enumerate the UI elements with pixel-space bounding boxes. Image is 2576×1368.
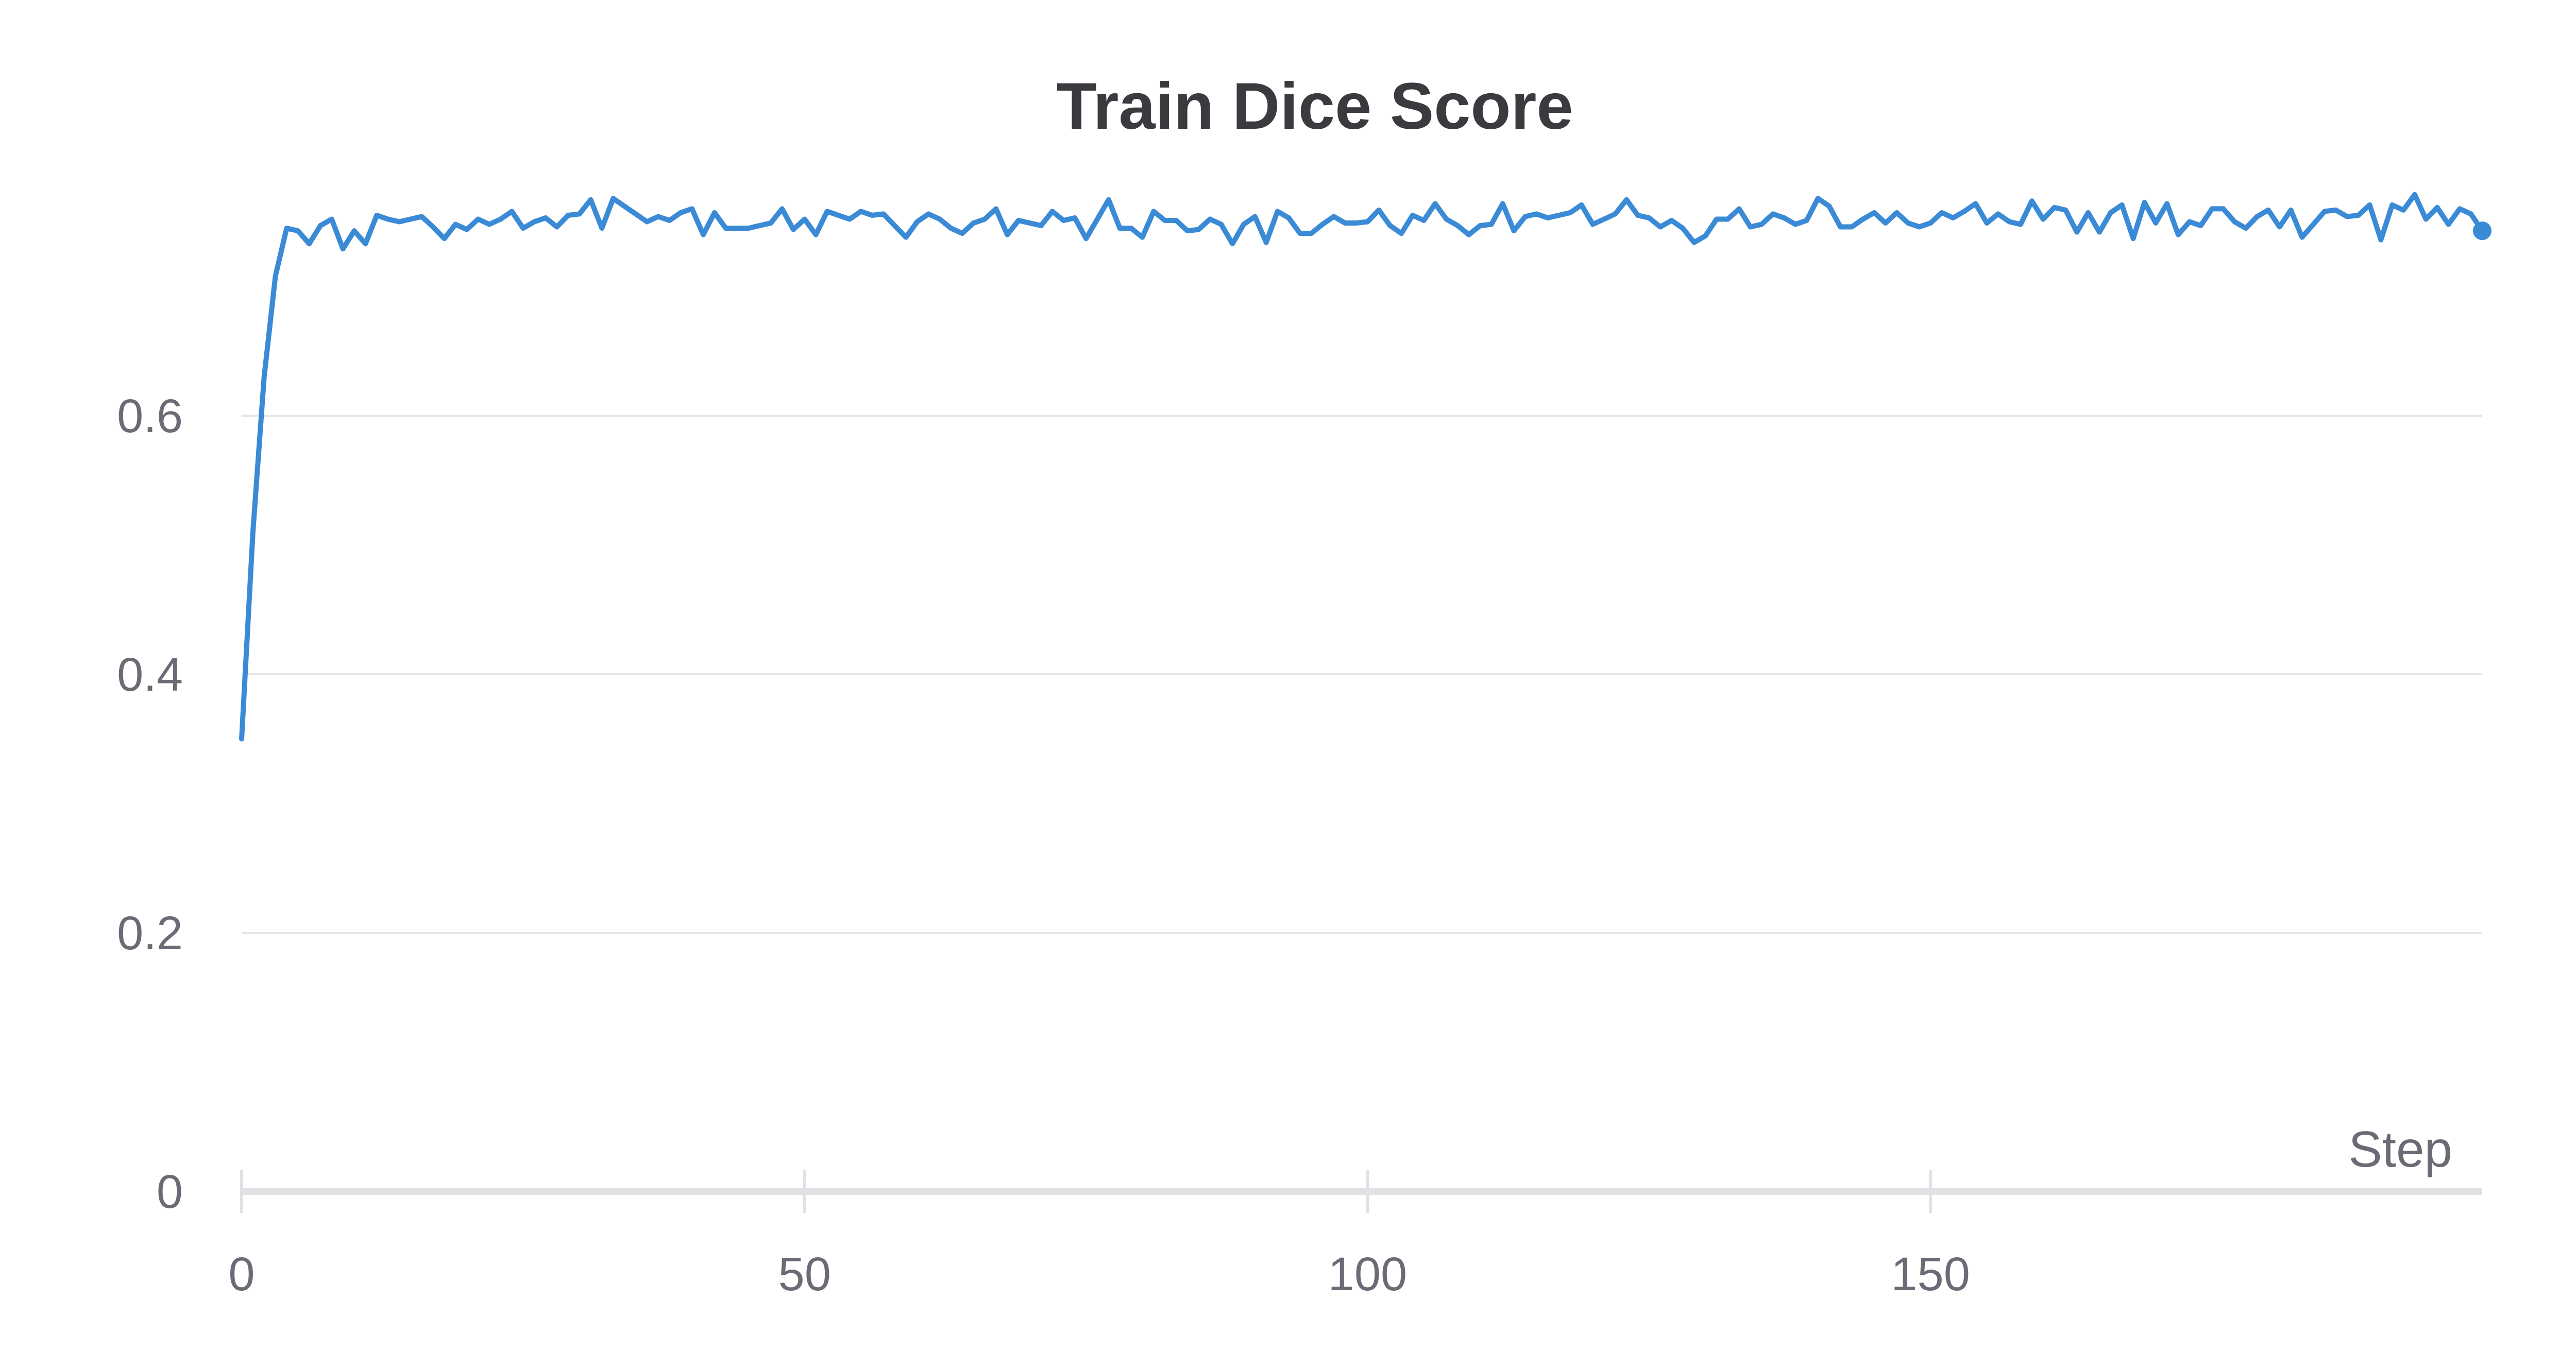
x-tick-label: 50	[778, 1248, 831, 1301]
y-tick-label: 0.6	[117, 390, 183, 442]
y-axis: 0 0.2 0.4 0.6	[117, 390, 183, 1218]
gridlines	[242, 416, 2482, 933]
x-axis: 0 50 100 150	[228, 1170, 2482, 1301]
y-tick-label: 0.4	[117, 648, 183, 701]
series-end-point	[2473, 221, 2492, 240]
x-tick-label: 100	[1328, 1248, 1408, 1301]
y-tick-label: 0	[157, 1166, 183, 1218]
x-tick-label: 0	[228, 1248, 255, 1301]
series-layer	[242, 195, 2492, 739]
x-axis-label: Step	[2348, 1121, 2452, 1177]
x-tick-label: 150	[1891, 1248, 1970, 1301]
y-tick-label: 0.2	[117, 907, 183, 960]
series-line-train-dice-score	[242, 195, 2482, 739]
chart-title: Train Dice Score	[1056, 70, 1573, 143]
